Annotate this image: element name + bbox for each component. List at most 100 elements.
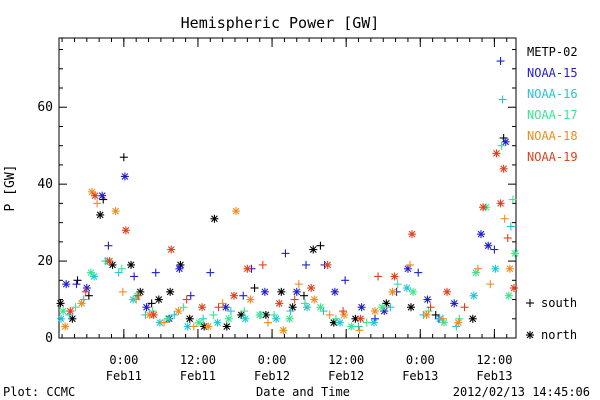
noaa-19-point [408, 230, 417, 239]
noaa-16-point [272, 314, 281, 323]
noaa-18-point [454, 318, 463, 327]
noaa-19-point [258, 260, 267, 269]
noaa-18-point [189, 322, 198, 331]
noaa-18-point [486, 280, 495, 289]
noaa-15-point [330, 287, 339, 296]
x-tick-date-label: Feb12 [328, 369, 364, 383]
noaa-19-point [149, 310, 158, 319]
noaa-19-point [66, 307, 75, 316]
noaa-18-point [174, 307, 183, 316]
noaa-15-point [120, 172, 129, 181]
y-tick-label: 0 [45, 331, 53, 346]
noaa-15-point [501, 137, 510, 146]
noaa-15-point [414, 268, 423, 277]
noaa-17-point [179, 303, 188, 312]
noaa-16-point [226, 307, 235, 316]
noaa-19-point [182, 295, 191, 304]
noaa-19-point [198, 303, 207, 312]
noaa-15-point [477, 230, 486, 239]
noaa-16-point [354, 322, 363, 331]
noaa-15-point [484, 241, 493, 250]
noaa-17-point [224, 314, 233, 323]
noaa-15-point [423, 295, 432, 304]
noaa-17-point [300, 299, 309, 308]
metp-02-point [185, 314, 194, 323]
noaa-17-point [59, 307, 68, 316]
noaa-18-point [118, 287, 127, 296]
noaa-19-point [492, 149, 501, 158]
noaa-15-point [292, 287, 301, 296]
noaa-15-point [98, 191, 107, 200]
noaa-19-point [105, 257, 114, 266]
noaa-18-point [438, 314, 447, 323]
noaa-16-point [170, 310, 179, 319]
noaa-17-point [194, 318, 203, 327]
noaa-19-point [91, 191, 100, 200]
noaa-17-point [331, 314, 340, 323]
noaa-15-point [104, 241, 113, 250]
metp-02-point [250, 284, 259, 292]
axes: 0 20 40 60 0:00 Feb11 12:00 Feb11 0:00 Feb12 12:00… [37, 38, 516, 383]
noaa-18-point [232, 207, 241, 216]
noaa-17-point [409, 287, 418, 296]
noaa-19-point [275, 299, 284, 308]
x-tick-date-label: Feb11 [180, 369, 216, 383]
noaa-18-point [473, 264, 482, 273]
noaa-17-point [439, 318, 448, 327]
noaa-17-point [471, 268, 480, 277]
noaa-17-point [504, 291, 513, 300]
legend-entry-noaa-17: NOAA-17 [527, 108, 578, 122]
noaa-18-point [355, 326, 364, 335]
noaa-18-point [159, 318, 168, 327]
noaa-19-point [81, 287, 90, 296]
plot-timestamp: 2012/02/13 14:45:06 [453, 385, 590, 399]
noaa-16-point [452, 322, 461, 331]
noaa-16-point [57, 314, 66, 323]
metp-02-point [119, 153, 128, 162]
noaa-16-point [213, 318, 222, 327]
metp-02-point [154, 295, 163, 304]
noaa-19-point [229, 291, 238, 300]
marker-key-label-north: north [541, 328, 577, 342]
noaa-18-point [93, 199, 102, 208]
metp-02-point [499, 134, 508, 142]
noaa-17-point [378, 303, 387, 312]
noaa-17-point [510, 249, 519, 258]
noaa-18-point [500, 214, 509, 223]
metp-02-point [127, 260, 136, 269]
marker-key-symbol-south [526, 299, 534, 307]
noaa-19-point [509, 284, 518, 292]
noaa-15-point [260, 287, 269, 296]
noaa-19-point [356, 314, 365, 323]
noaa-19-point [374, 272, 383, 281]
noaa-17-point [362, 318, 371, 327]
legend-entry-noaa-15: NOAA-15 [527, 66, 578, 80]
noaa-17-point [71, 303, 80, 312]
noaa-15-point [130, 272, 139, 281]
noaa-18-point [246, 295, 255, 304]
noaa-17-point [316, 303, 325, 312]
noaa-16-point [386, 303, 395, 312]
x-tick-date-label: Feb13 [476, 369, 512, 383]
noaa-18-point [310, 295, 319, 304]
noaa-15-point [357, 303, 366, 312]
metp-02-point [210, 214, 219, 223]
metp-02-point [407, 303, 416, 312]
x-axis-label: Date and Time [256, 385, 350, 399]
noaa-19-point [479, 203, 488, 212]
noaa-17-point [255, 310, 264, 319]
noaa-16-point [303, 303, 312, 312]
noaa-15-point [186, 291, 195, 300]
noaa-18-point [325, 310, 334, 319]
x-tick-time-label: 0:00 [109, 353, 138, 367]
noaa-16-point [491, 264, 500, 273]
noaa-18-point [505, 264, 514, 273]
metp-02-point [166, 287, 175, 296]
x-tick-time-label: 0:00 [258, 353, 287, 367]
noaa-19-point [307, 284, 316, 292]
metp-02-point [277, 287, 286, 296]
metp-02-point [309, 245, 318, 254]
noaa-18-point [405, 260, 414, 269]
noaa-16-point [79, 295, 88, 304]
